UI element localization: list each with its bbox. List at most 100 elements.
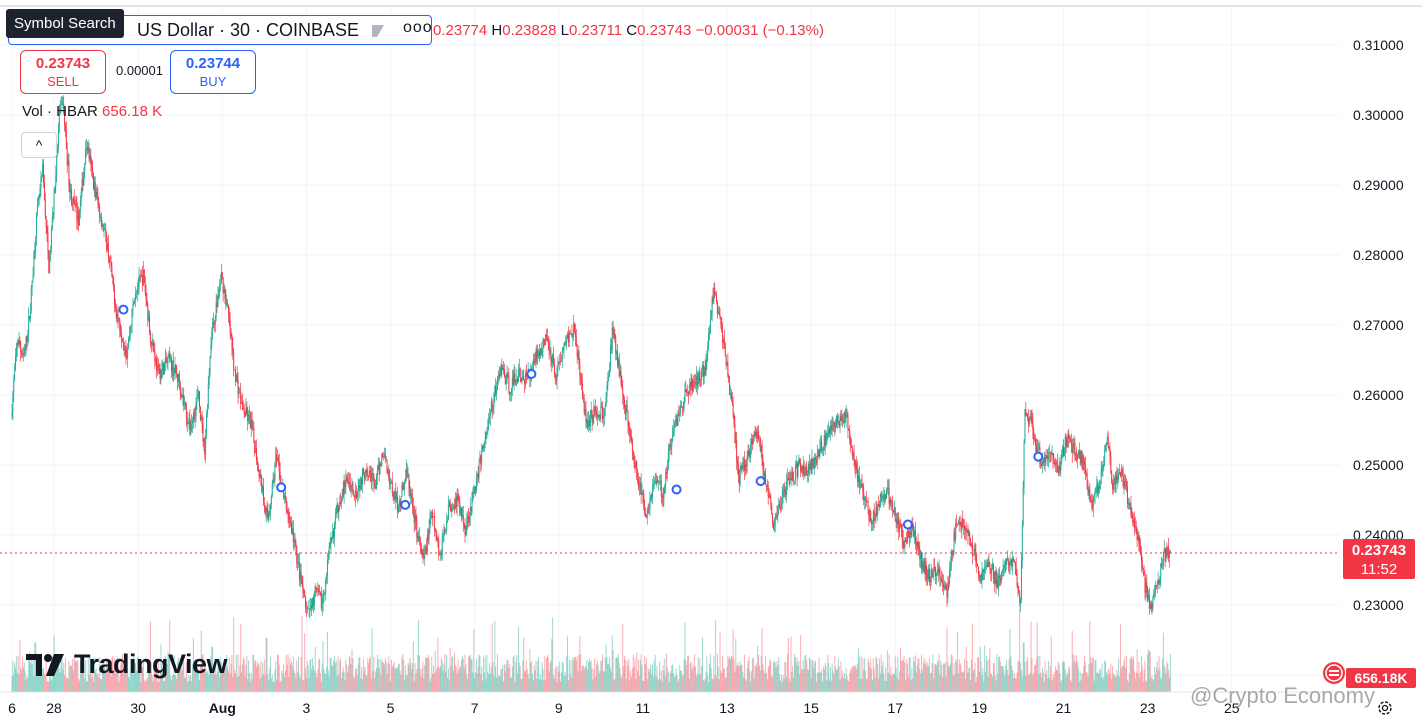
event-markers[interactable] [118, 304, 1044, 530]
volume-bar [1117, 674, 1119, 692]
flag-icon[interactable] [371, 24, 385, 38]
volume-bar [337, 656, 339, 692]
buy-button[interactable]: 0.23744 BUY [170, 50, 256, 94]
candle-body [264, 506, 266, 514]
candle-body [1121, 468, 1123, 470]
gear-icon[interactable] [1376, 699, 1394, 717]
candle-body [753, 432, 755, 439]
volume-bar [800, 635, 802, 692]
volume-bar [771, 675, 773, 692]
volume-bar [588, 658, 590, 692]
symbol-title[interactable]: US Dollar · 30 · COINBASE [137, 20, 360, 40]
candle-body [573, 323, 575, 335]
volume-bar [605, 644, 607, 692]
event-marker-icon[interactable] [755, 476, 766, 487]
event-marker-icon[interactable] [400, 499, 411, 510]
candle-body [570, 333, 572, 335]
event-marker-icon[interactable] [276, 482, 287, 493]
candle-body [302, 584, 304, 594]
volume-bar [786, 677, 788, 692]
tradingview-badge-icon[interactable] [1322, 661, 1346, 685]
volume-bar [45, 658, 47, 692]
volume-bar [402, 654, 404, 692]
candle-body [360, 478, 362, 490]
volume-bar [224, 667, 226, 692]
candle-body [843, 411, 845, 423]
candle-body [623, 400, 625, 408]
volume-bar [419, 669, 421, 692]
candle-body [235, 375, 237, 382]
volume-bar [1044, 660, 1046, 692]
event-marker-icon[interactable] [526, 369, 537, 379]
time-axis[interactable]: 6 28 30 Aug 3 5 7 9 11 13 15 17 19 21 23 25 [8, 700, 1240, 716]
candle-body [1034, 438, 1036, 445]
volume-bar [637, 670, 639, 692]
candle-body [107, 243, 109, 257]
candle-body [480, 455, 482, 465]
candle-body [22, 353, 24, 356]
volume-bar [458, 669, 460, 692]
volume-bar [732, 629, 734, 692]
candle-body [896, 519, 898, 525]
candle-body [620, 370, 622, 384]
sell-button[interactable]: 0.23743 SELL [20, 50, 106, 94]
candle-body [347, 478, 349, 481]
volume-bar [658, 679, 660, 692]
volume-bar [708, 681, 710, 692]
candle-body [892, 503, 894, 511]
volume-bar [922, 662, 924, 692]
volume-bar [1027, 675, 1029, 692]
candle-body [1003, 564, 1005, 569]
candle-body [818, 450, 820, 457]
candle-body [142, 275, 144, 286]
event-marker-icon[interactable] [671, 484, 682, 495]
volume-bar [992, 676, 994, 692]
candle-body [874, 517, 876, 521]
tradingview-logo-icon[interactable] [26, 650, 70, 680]
candle-body [482, 445, 484, 451]
event-marker-icon[interactable] [902, 519, 913, 530]
volume-bar [914, 655, 916, 692]
volume-bar [1155, 667, 1157, 692]
candle-body [772, 523, 774, 529]
volume-bar [492, 661, 494, 692]
candle-body [710, 316, 712, 320]
candle-body [512, 377, 514, 385]
volume-bar [369, 656, 371, 692]
candle-body [32, 275, 34, 281]
volume-bar [787, 637, 789, 692]
collapse-legend-button[interactable]: ^ [21, 132, 57, 158]
candle-body [76, 205, 78, 221]
volume-bar [847, 680, 849, 692]
candle-body [457, 495, 459, 501]
volume-bar [813, 667, 815, 692]
candle-body [606, 385, 608, 397]
volume-bar [495, 666, 497, 692]
volume-bar [1075, 663, 1077, 692]
volume-bar [1070, 681, 1072, 692]
candle-body [391, 481, 393, 493]
candle-body [332, 531, 334, 538]
candle-body [48, 251, 50, 273]
volume-bar [118, 681, 120, 692]
volume-bar [929, 673, 931, 692]
volume-bar [826, 680, 828, 692]
volume-bar [963, 658, 965, 692]
volume-bar [839, 679, 841, 692]
more-options-icon[interactable]: ooo [403, 19, 433, 36]
candle-body [130, 324, 132, 327]
volume-bar [912, 678, 914, 692]
candle-body [21, 352, 23, 355]
candle-body [243, 408, 245, 415]
candle-body [463, 523, 465, 526]
candle-body [747, 450, 749, 460]
candle-body [1145, 582, 1147, 593]
volume-bar [181, 670, 183, 692]
volume-bar [632, 654, 634, 692]
candle-body [948, 582, 950, 584]
volume-bar [822, 666, 824, 692]
event-marker-icon[interactable] [1033, 451, 1044, 462]
candle-body [911, 523, 913, 536]
event-marker-icon[interactable] [118, 304, 129, 315]
